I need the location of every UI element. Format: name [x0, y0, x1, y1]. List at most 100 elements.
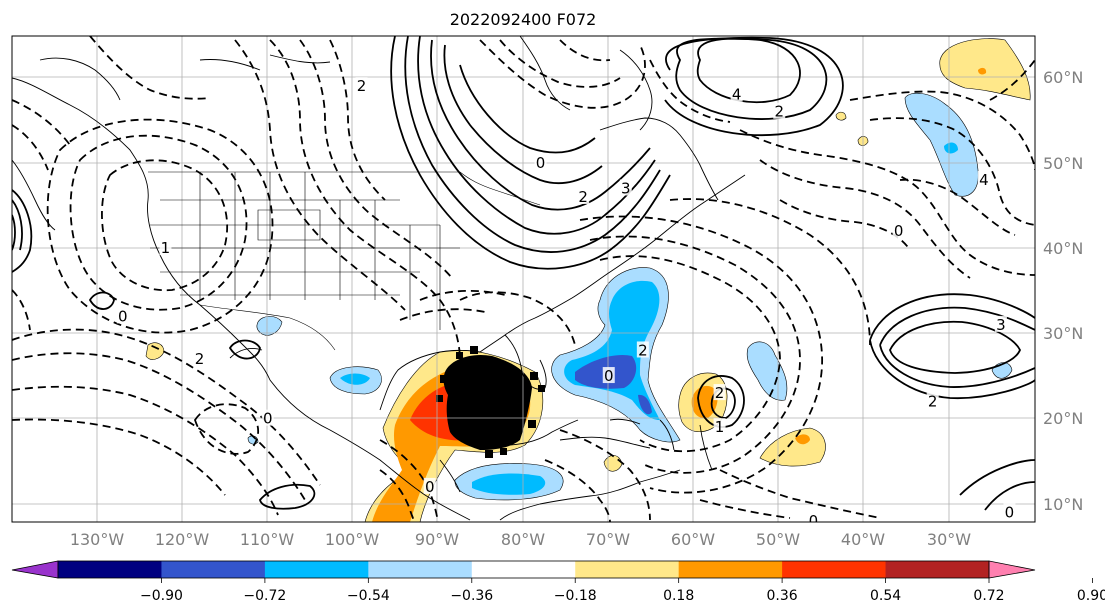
contour-label-bg: [713, 384, 726, 401]
colorbar-extend-high: [988, 560, 1036, 579]
positive-anomaly-small3: [835, 111, 847, 121]
lat-label: 10°N: [1043, 495, 1083, 514]
lon-label: 30°W: [927, 530, 971, 549]
lon-label: 70°W: [586, 530, 630, 549]
colorbar-swatch: [885, 561, 990, 578]
contour-label-bg: [730, 85, 743, 102]
contour-label: 2: [774, 103, 784, 121]
contour-label: 0: [118, 307, 128, 325]
contour-label-bg: [602, 367, 615, 384]
contour-label-bg: [892, 222, 905, 239]
contour-label: 0: [894, 222, 904, 240]
contour-label: 0: [536, 154, 546, 172]
contour-label-bg: [423, 477, 436, 494]
colorbar-tick-label: 0.36: [767, 588, 798, 604]
contour-label: 0: [809, 512, 819, 530]
contour-label: 2: [715, 384, 725, 402]
longitude-labels: 130°W 120°W 110°W 100°W 90°W 80°W 70°W 6…: [70, 530, 971, 549]
contour-label-bg: [713, 418, 726, 435]
contour-label: 1: [715, 418, 725, 436]
negative-anomaly-mexico-core: [340, 373, 370, 385]
colorbar-extend-low: [11, 560, 59, 579]
contour-label: 0: [425, 478, 435, 496]
negative-contours: [12, 36, 1035, 522]
negative-anomaly-east-atlantic: [746, 341, 788, 401]
contour-label-bg: [994, 315, 1007, 332]
lon-label: 50°W: [756, 530, 800, 549]
colorbar-swatch: [575, 561, 680, 578]
lat-label: 40°N: [1043, 239, 1083, 258]
contour-label: 3: [621, 179, 631, 197]
contour-label-bg: [619, 179, 632, 196]
contour-label: 2: [578, 188, 588, 206]
contour-label-bg: [577, 188, 590, 204]
colorbar-swatch: [782, 561, 887, 578]
colorbar-tick-label: 0.72: [973, 588, 1004, 604]
colorbar-swatch: [368, 561, 473, 578]
contour-label-bg: [116, 307, 129, 324]
contour-label-bg: [773, 102, 786, 119]
colorbar-swatch: [161, 561, 266, 578]
colorbar-swatch: [471, 561, 576, 578]
contour-label-bg: [159, 239, 172, 256]
lon-label: 60°W: [671, 530, 715, 549]
contour-label-bg: [534, 153, 547, 170]
contour-label: 1: [161, 239, 171, 257]
positive-anomaly-east-core: [795, 434, 810, 445]
colorbar-tick-label: −0.36: [450, 588, 493, 604]
contour-label: 4: [732, 86, 742, 104]
stippled-region: [436, 346, 545, 458]
colorbar-swatch: [264, 561, 369, 578]
contour-label-bg: [355, 77, 368, 94]
lon-label: 110°W: [240, 530, 295, 549]
contour-label-bg: [807, 512, 820, 522]
colorbar-tick-label: 0.18: [663, 588, 694, 604]
colorbar: −0.90 −0.72 −0.54 −0.36 −0.18 0.18 0.36 0.54 0.7…: [11, 560, 1105, 604]
lat-label: 50°N: [1043, 154, 1083, 173]
contour-label: 4: [979, 171, 989, 189]
colorbar-tick-label: 0.54: [870, 588, 901, 604]
contour-label: 0: [1005, 503, 1015, 521]
colorbar-swatch: [678, 561, 783, 578]
negative-anomaly-north-atlantic-core: [944, 142, 958, 154]
colorbar-tick-label: −0.18: [554, 588, 597, 604]
negative-anomaly-north-atlantic: [904, 92, 979, 197]
positive-contours: [12, 36, 1035, 511]
negative-anomaly-caribbean-core2: [638, 394, 652, 415]
map-title: 2022092400 F072: [450, 10, 597, 29]
map-frame: [11, 35, 1036, 523]
contour-label: 2: [357, 77, 367, 95]
lon-label: 120°W: [155, 530, 210, 549]
colorbar-tick-label: 0.90: [1077, 588, 1105, 604]
contour-label-bg: [636, 341, 649, 358]
latitude-labels: 60°N 50°N 40°N 30°N 20°N 10°N: [1043, 68, 1083, 514]
colorbar-tick-label: −0.54: [347, 588, 390, 604]
lat-label: 20°N: [1043, 409, 1083, 428]
lon-label: 80°W: [501, 530, 545, 549]
negative-anomaly-south-core: [472, 473, 546, 495]
lat-label: 60°N: [1043, 68, 1083, 87]
contour-label: 0: [604, 367, 614, 385]
lon-label: 130°W: [70, 530, 125, 549]
contour-labels: 4 2 3 2 0 1 2 2 0 0 2 0 2 1 2 3 0 0 0 4 0: [116, 77, 1016, 530]
contour-label: 2: [195, 350, 205, 368]
lon-label: 100°W: [325, 530, 380, 549]
contour-label-bg: [261, 409, 274, 426]
contour-label-bg: [193, 350, 206, 366]
map-area: 4 2 3 2 0 1 2 2 0 0 2 0 2 1 2 3 0 0 0 4 0: [12, 36, 1035, 530]
contour-label: 2: [928, 393, 938, 411]
contour-label-bg: [977, 170, 990, 187]
contour-label-bg: [926, 392, 939, 409]
lon-label: 90°W: [415, 530, 459, 549]
contour-label: 2: [638, 341, 648, 359]
contour-label-bg: [1003, 503, 1016, 520]
colorbar-swatch: [58, 561, 162, 578]
contour-label: 3: [996, 316, 1006, 334]
positive-anomaly-northeast-core: [978, 67, 987, 75]
lat-label: 30°N: [1043, 324, 1083, 343]
colorbar-tick-label: −0.72: [243, 588, 286, 604]
colorbar-tick-label: −0.90: [140, 588, 183, 604]
contour-label: 0: [263, 410, 273, 428]
lon-label: 40°W: [841, 530, 885, 549]
